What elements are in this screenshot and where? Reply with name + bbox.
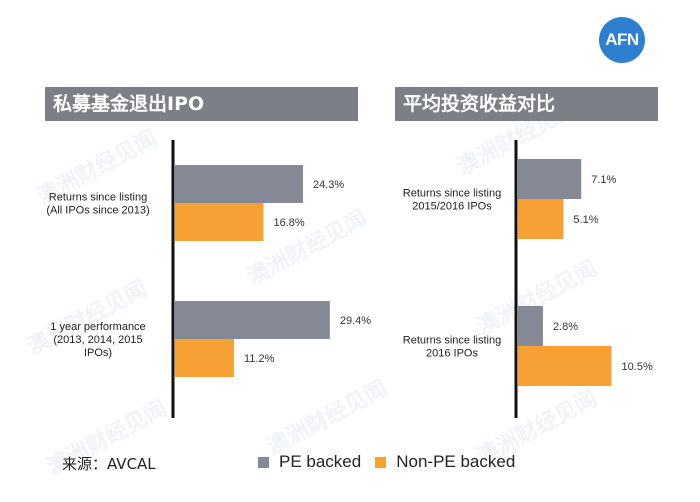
chart-1-category-label-1: Returns since listing 2016 IPOs xyxy=(403,335,501,360)
chart-0-bar-pe-backed-1 xyxy=(175,301,330,339)
chart-1-data-label-1-0: 2.8% xyxy=(553,321,578,333)
chart-0-category-label-0: Returns since listing (All IPOs since 201… xyxy=(46,192,149,217)
chart-1-data-label-0-1: 5.1% xyxy=(573,214,598,226)
category-label-line: 2016 IPOs xyxy=(426,348,478,360)
chart-1-bar-non-pe-backed-1 xyxy=(518,346,612,386)
legend: PE backed Non-PE backed xyxy=(258,452,529,472)
category-label-line: 1 year performance xyxy=(50,321,145,333)
category-label-line: (2013, 2014, 2015 xyxy=(53,334,142,346)
category-label-line: IPOs) xyxy=(84,347,112,359)
category-label-line: (All IPOs since 2013) xyxy=(46,205,149,217)
chart-1-data-label-0-0: 7.1% xyxy=(591,174,616,186)
category-label-line: Returns since listing xyxy=(403,335,501,347)
chart-1-bar-non-pe-backed-0 xyxy=(518,199,564,239)
left-chart-title: 私募基金退出IPO xyxy=(45,87,358,121)
logo-text: AFN xyxy=(605,30,639,49)
legend-item-non-pe-backed: Non-PE backed xyxy=(375,452,515,472)
chart-1-category-label-0: Returns since listing 2015/2016 IPOs xyxy=(403,188,501,213)
legend-swatch-pe-backed xyxy=(258,456,269,468)
chart-1-data-label-1-1: 10.5% xyxy=(622,361,653,373)
category-label-line: Returns since listing xyxy=(49,192,147,204)
chart-0-data-label-1-1: 11.2% xyxy=(244,353,275,365)
chart-0-bar-pe-backed-0 xyxy=(175,165,303,203)
chart-1-bar-pe-backed-0 xyxy=(518,159,582,199)
legend-item-pe-backed: PE backed xyxy=(258,452,361,472)
legend-label-non-pe-backed: Non-PE backed xyxy=(396,452,516,471)
source-note: 来源：AVCAL xyxy=(62,455,156,473)
afn-logo: AFN xyxy=(599,17,645,63)
category-label-line: Returns since listing xyxy=(403,188,501,200)
chart-0-category-label-1: 1 year performance (2013, 2014, 2015 IPOs) xyxy=(50,321,145,359)
right-chart-title: 平均投资收益对比 xyxy=(395,87,658,121)
category-label-line: 2015/2016 IPOs xyxy=(412,201,492,213)
chart-0-data-label-0-0: 24.3% xyxy=(313,179,344,191)
chart-0-data-label-0-1: 16.8% xyxy=(273,217,304,229)
chart-0-bar-non-pe-backed-0 xyxy=(175,203,264,241)
legend-swatch-non-pe-backed xyxy=(375,456,387,468)
chart-0-data-label-1-0: 29.4% xyxy=(340,315,371,327)
chart-0-bar-non-pe-backed-1 xyxy=(175,339,234,377)
chart-1-bar-pe-backed-1 xyxy=(518,306,543,346)
legend-label-pe-backed: PE backed xyxy=(279,452,362,471)
